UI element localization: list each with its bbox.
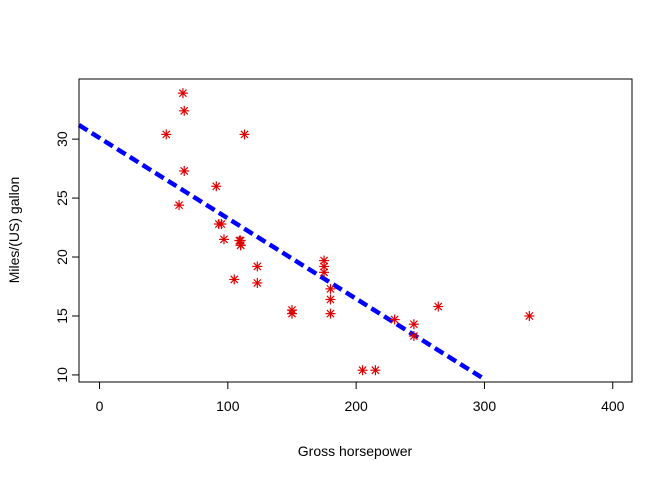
data-point [229, 274, 240, 285]
data-point [433, 301, 444, 312]
data-point [408, 319, 419, 330]
y-tick-label: 25 [54, 190, 70, 206]
data-point [234, 235, 245, 246]
y-tick-label: 10 [54, 367, 70, 383]
data-point [211, 181, 222, 192]
x-tick-label: 300 [473, 398, 497, 414]
data-point [174, 200, 185, 211]
data-point [161, 129, 172, 140]
data-point [524, 310, 535, 321]
y-tick-label: 15 [54, 308, 70, 324]
x-axis-title: Gross horsepower [298, 443, 413, 459]
data-point [239, 129, 250, 140]
data-point [252, 261, 263, 272]
y-tick-label: 20 [54, 249, 70, 265]
data-point [325, 308, 336, 319]
data-point [179, 105, 190, 116]
data-point [325, 283, 336, 294]
data-point [286, 308, 297, 319]
data-point [179, 165, 190, 176]
x-axis: 0 100 200 300 400 [96, 381, 625, 414]
data-point [216, 219, 227, 230]
y-axis: 10 15 20 25 30 [54, 131, 80, 383]
points-layer [161, 88, 535, 376]
y-axis-title: Miles/(US) gallon [6, 177, 22, 284]
data-point [218, 234, 229, 245]
data-point [177, 88, 188, 99]
data-point [357, 365, 368, 376]
x-tick-label: 100 [216, 398, 240, 414]
data-point [370, 365, 381, 376]
x-tick-label: 0 [96, 398, 104, 414]
data-point [325, 294, 336, 305]
data-point [389, 314, 400, 325]
data-point [319, 261, 330, 272]
data-point [252, 277, 263, 288]
y-tick-label: 30 [54, 131, 70, 147]
x-tick-label: 400 [601, 398, 625, 414]
data-point [408, 331, 419, 342]
x-tick-label: 200 [344, 398, 368, 414]
data-point [319, 255, 330, 266]
